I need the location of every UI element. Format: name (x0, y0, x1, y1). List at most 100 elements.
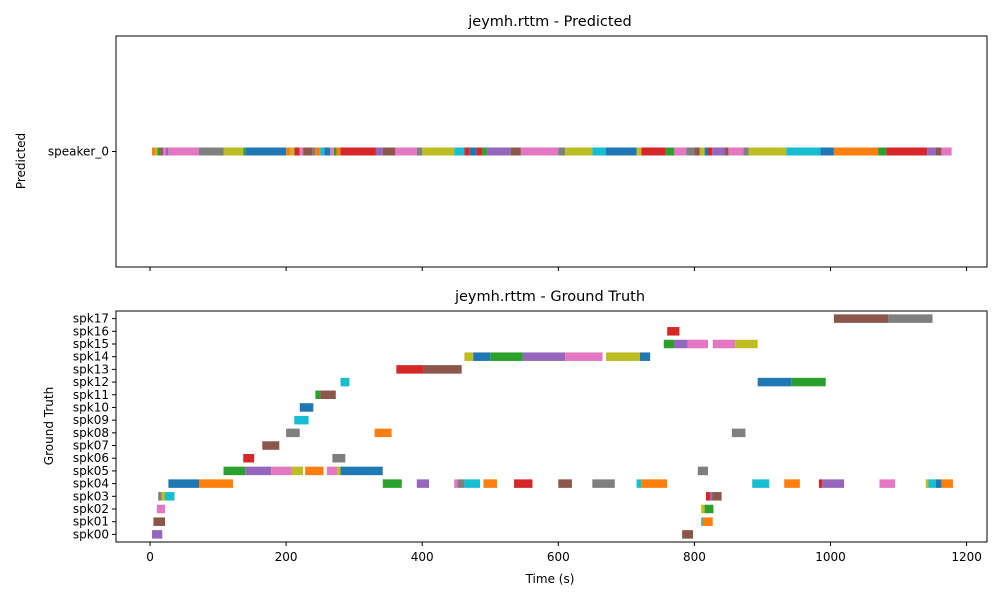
segment-spk03 (705, 492, 711, 501)
ytick-label: spk17 (73, 312, 109, 326)
segment-speaker_0 (330, 147, 334, 156)
segment-speaker_0 (464, 147, 470, 156)
segment-spk14 (565, 352, 603, 361)
xtick-label: 0 (146, 550, 154, 564)
segment-spk01 (701, 517, 703, 526)
ytick-label: speaker_0 (48, 145, 109, 159)
segment-spk02 (701, 504, 705, 514)
ytick-label: spk04 (73, 477, 109, 491)
predicted-segments (152, 147, 952, 156)
segment-speaker_0 (941, 147, 952, 156)
segment-speaker_0 (243, 147, 246, 156)
segment-speaker_0 (416, 147, 423, 156)
segment-spk05 (305, 466, 324, 476)
segment-spk05 (337, 466, 341, 476)
ytick-label: spk02 (73, 502, 109, 516)
segment-speaker_0 (665, 147, 674, 156)
segment-spk04 (941, 479, 953, 488)
xtick-label: 400 (411, 550, 434, 564)
segment-speaker_0 (786, 147, 821, 156)
segment-speaker_0 (520, 147, 559, 156)
segment-spk08 (374, 428, 392, 438)
ground-truth-panel: jeymh.rttm - Ground Truth Ground Truth T… (42, 289, 988, 586)
segment-speaker_0 (320, 147, 325, 156)
segment-spk04 (382, 479, 402, 488)
segment-speaker_0 (299, 147, 304, 156)
segment-speaker_0 (476, 147, 483, 156)
ytick-label: spk09 (73, 413, 109, 427)
segment-speaker_0 (886, 147, 928, 156)
segment-speaker_0 (565, 147, 593, 156)
ytick-label: spk16 (73, 324, 109, 338)
xtick-label: 200 (275, 550, 298, 564)
segment-spk02 (156, 504, 165, 514)
segment-speaker_0 (725, 147, 729, 156)
segment-spk05 (326, 466, 338, 476)
segment-spk14 (605, 352, 640, 361)
segment-spk08 (286, 428, 300, 438)
segment-spk17 (833, 314, 889, 323)
ytick-label: spk11 (73, 388, 109, 402)
ytick-label: spk13 (73, 362, 109, 376)
segment-speaker_0 (286, 147, 291, 156)
predicted-yticks: speaker_0 (48, 145, 116, 159)
ytick-label: spk08 (73, 426, 109, 440)
ytick-label: spk15 (73, 337, 109, 351)
ytick-label: spk05 (73, 464, 109, 478)
segment-spk03 (161, 492, 165, 501)
segment-spk04 (464, 479, 481, 488)
segment-spk03 (158, 492, 162, 501)
ground-truth-ylabel: Ground Truth (42, 387, 56, 465)
segment-speaker_0 (605, 147, 637, 156)
segment-spk04 (879, 479, 896, 488)
segment-speaker_0 (152, 147, 156, 156)
segment-speaker_0 (641, 147, 666, 156)
segment-spk12 (791, 377, 826, 387)
segment-spk05 (223, 466, 246, 476)
segment-speaker_0 (155, 147, 158, 156)
ytick-label: spk01 (73, 515, 109, 529)
segment-spk05 (697, 466, 709, 476)
segment-spk04 (514, 479, 533, 488)
segment-speaker_0 (168, 147, 200, 156)
segment-spk04 (935, 479, 942, 488)
segment-spk04 (168, 479, 200, 488)
ground-truth-xlabel: Time (s) (525, 572, 575, 586)
segment-speaker_0 (708, 147, 713, 156)
ground-truth-segments (152, 314, 953, 539)
segment-spk00 (682, 530, 694, 539)
segment-speaker_0 (199, 147, 224, 156)
segment-speaker_0 (324, 147, 331, 156)
segment-speaker_0 (315, 147, 321, 156)
segment-speaker_0 (482, 147, 487, 156)
segment-spk00 (152, 530, 163, 539)
xtick-label: 1200 (951, 550, 982, 564)
segment-speaker_0 (469, 147, 477, 156)
ground-truth-axes-frame (115, 310, 988, 543)
segment-spk06 (243, 453, 255, 463)
segment-speaker_0 (510, 147, 521, 156)
segment-speaker_0 (558, 147, 566, 156)
segment-speaker_0 (157, 147, 161, 156)
segment-speaker_0 (694, 147, 700, 156)
ytick-label: spk07 (73, 439, 109, 453)
ytick-label: spk00 (73, 527, 109, 541)
segment-speaker_0 (160, 147, 163, 156)
ytick-label: spk10 (73, 400, 109, 414)
segment-spk13 (423, 365, 462, 374)
predicted-axes-frame (115, 35, 988, 268)
segment-spk11 (320, 390, 336, 400)
segment-spk02 (704, 504, 714, 514)
segment-spk15 (663, 339, 674, 349)
segment-spk05 (291, 466, 304, 476)
ytick-label: spk03 (73, 489, 109, 503)
segment-speaker_0 (927, 147, 936, 156)
segment-speaker_0 (636, 147, 642, 156)
ground-truth-title: jeymh.rttm - Ground Truth (454, 289, 645, 305)
segment-speaker_0 (303, 147, 312, 156)
xtick-label: 600 (547, 550, 570, 564)
ytick-label: spk06 (73, 451, 109, 465)
segment-speaker_0 (311, 147, 316, 156)
segment-spk14 (473, 352, 491, 361)
